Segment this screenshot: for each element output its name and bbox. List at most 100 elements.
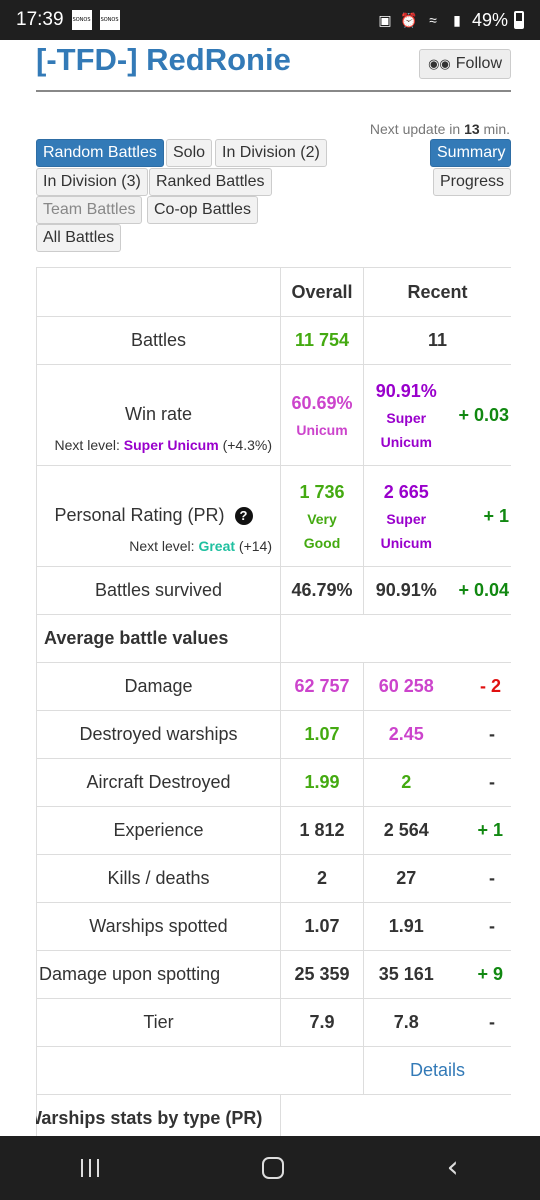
win-rate-recent-rank-1: Super <box>386 409 427 426</box>
kills-deaths-overall: 2 <box>280 854 364 903</box>
warships-spotted-label: Warships spotted <box>36 902 281 951</box>
random-battles-button[interactable]: Random Battles <box>36 139 164 167</box>
damage-spotting-label: Damage upon spotting <box>36 950 281 999</box>
win-rate-overall: 60.69% Unicum <box>280 364 364 466</box>
lock-icon: ▣ <box>378 12 392 28</box>
table-row: Kills / deaths 2 27 - <box>36 854 511 903</box>
survived-label: Battles survived <box>36 566 281 615</box>
table-row: Damage 62 757 60 258 - 2 <box>36 662 511 711</box>
update-prefix: Next update in <box>369 121 461 137</box>
tier-label: Tier <box>36 998 281 1047</box>
binoculars-icon: ◉◉ <box>428 56 451 71</box>
summary-button[interactable]: Summary <box>430 139 511 167</box>
win-rate-recent-rank-2: Unicum <box>380 433 432 450</box>
section-row: Average battle values <box>36 614 511 663</box>
empty-cell <box>280 614 511 663</box>
kills-deaths-diff: - <box>448 854 511 903</box>
warships-spotted-diff: - <box>448 902 511 951</box>
warships-spotted-recent: 1.91 <box>363 902 449 951</box>
team-battles-button[interactable]: Team Battles <box>36 196 143 224</box>
in-division-2-button[interactable]: In Division (2) <box>215 139 327 167</box>
battery-icon <box>514 11 524 29</box>
table-row: Destroyed warships 1.07 2.45 - <box>36 710 511 759</box>
win-rate-overall-rank: Unicum <box>296 421 348 438</box>
avg-section-title: Average battle values <box>36 614 281 663</box>
progress-button[interactable]: Progress <box>433 168 511 196</box>
solo-button[interactable]: Solo <box>166 139 213 167</box>
follow-button[interactable]: ◉◉ Follow <box>419 49 511 79</box>
sonos-notification-icon-2: SONOS <box>99 10 120 30</box>
pr-overall-rank-2: Good <box>303 534 341 551</box>
table-row: Tier 7.9 7.8 - <box>36 998 511 1047</box>
experience-diff: + 1 <box>448 806 511 855</box>
table-row: Experience 1 812 2 564 + 1 <box>36 806 511 855</box>
aircraft-destroyed-label: Aircraft Destroyed <box>36 758 281 807</box>
damage-label: Damage <box>36 662 281 711</box>
pr-overall-rank-1: Very <box>307 510 337 527</box>
col-recent: Recent <box>363 267 511 317</box>
pr-label-wrap: Personal Rating (PR)? <box>37 505 280 526</box>
home-icon[interactable] <box>261 1157 284 1179</box>
page-title: [-TFD-] RedRonie <box>36 42 291 77</box>
table-row: Damage upon spotting 25 359 35 161 + 9 <box>36 950 511 999</box>
destroyed-warships-label: Destroyed warships <box>36 710 281 759</box>
status-bar: 17:39 SONOS SONOS ▣ ⏰ ≈ ▮ 49% <box>0 0 540 40</box>
battles-recent: 11 <box>363 316 511 365</box>
empty-cell <box>36 1046 364 1095</box>
next-update-text: Next update in 13 min. <box>370 121 510 137</box>
android-nav-bar: ‹ <box>0 1136 540 1200</box>
table-row: Win rate Next level: Super Unicum (+4.3%… <box>36 364 511 466</box>
tier-overall: 7.9 <box>280 998 364 1047</box>
aircraft-destroyed-recent: 2 <box>363 758 449 807</box>
survived-recent: 90.91% <box>363 566 449 615</box>
in-division-3-button[interactable]: In Division (3) <box>36 168 148 196</box>
damage-spotting-overall: 25 359 <box>280 950 364 999</box>
pr-overall-value: 1 736 <box>299 481 345 502</box>
kills-deaths-recent: 27 <box>363 854 449 903</box>
damage-recent: 60 258 <box>363 662 449 711</box>
profile-header: [-TFD-] RedRonie ◉◉ Follow <box>36 40 511 92</box>
ranked-battles-button[interactable]: Ranked Battles <box>149 168 272 196</box>
update-minutes: 13 <box>464 121 480 137</box>
win-rate-next-level: Next level: Super Unicum (+4.3%) <box>37 437 280 453</box>
all-battles-button[interactable]: All Battles <box>36 224 122 252</box>
next-prefix: Next level: <box>129 537 195 554</box>
back-icon[interactable]: ‹ <box>446 1150 459 1185</box>
pr-cell: Personal Rating (PR)? Next level: Great … <box>36 465 281 567</box>
win-rate-recent-value: 90.91% <box>375 380 437 401</box>
table-header-row: Overall Recent <box>36 267 511 317</box>
coop-battles-button[interactable]: Co-op Battles <box>147 196 258 224</box>
pr-overall: 1 736 Very Good <box>280 465 364 567</box>
signal-icon: ▮ <box>453 12 461 28</box>
details-cell: Details <box>363 1046 511 1095</box>
stats-table: Overall Recent Battles 11 754 11 Win rat… <box>36 267 511 1137</box>
aircraft-destroyed-diff: - <box>448 758 511 807</box>
win-rate-cell: Win rate Next level: Super Unicum (+4.3%… <box>36 364 281 466</box>
win-rate-overall-value: 60.69% <box>291 392 353 413</box>
damage-overall: 62 757 <box>280 662 364 711</box>
help-icon[interactable]: ? <box>234 506 253 525</box>
next-delta: (+14) <box>238 537 272 554</box>
battles-overall: 11 754 <box>280 316 364 365</box>
sonos-notification-icon: SONOS <box>71 10 92 30</box>
type-section-title: Warships stats by type (PR) <box>36 1094 281 1137</box>
destroyed-warships-diff: - <box>448 710 511 759</box>
stats-table-container[interactable]: Overall Recent Battles 11 754 11 Win rat… <box>36 267 511 1137</box>
details-link[interactable]: Details <box>409 1060 466 1080</box>
next-level-name: Great <box>198 537 236 554</box>
pr-recent-value: 2 665 <box>383 481 429 502</box>
alarm-icon: ⏰ <box>400 12 418 28</box>
warships-spotted-overall: 1.07 <box>280 902 364 951</box>
pr-recent-rank-1: Super <box>386 510 427 527</box>
tier-recent: 7.8 <box>363 998 449 1047</box>
next-level-name: Super Unicum <box>123 436 219 453</box>
details-row: Details <box>36 1046 511 1095</box>
destroyed-warships-recent: 2.45 <box>363 710 449 759</box>
update-suffix: min. <box>483 121 510 137</box>
recent-apps-icon[interactable] <box>81 1159 100 1177</box>
kills-deaths-label: Kills / deaths <box>36 854 281 903</box>
table-row: Battles 11 754 11 <box>36 316 511 365</box>
table-row: Aircraft Destroyed 1.99 2 - <box>36 758 511 807</box>
damage-spotting-diff: + 9 <box>448 950 511 999</box>
experience-recent: 2 564 <box>363 806 449 855</box>
